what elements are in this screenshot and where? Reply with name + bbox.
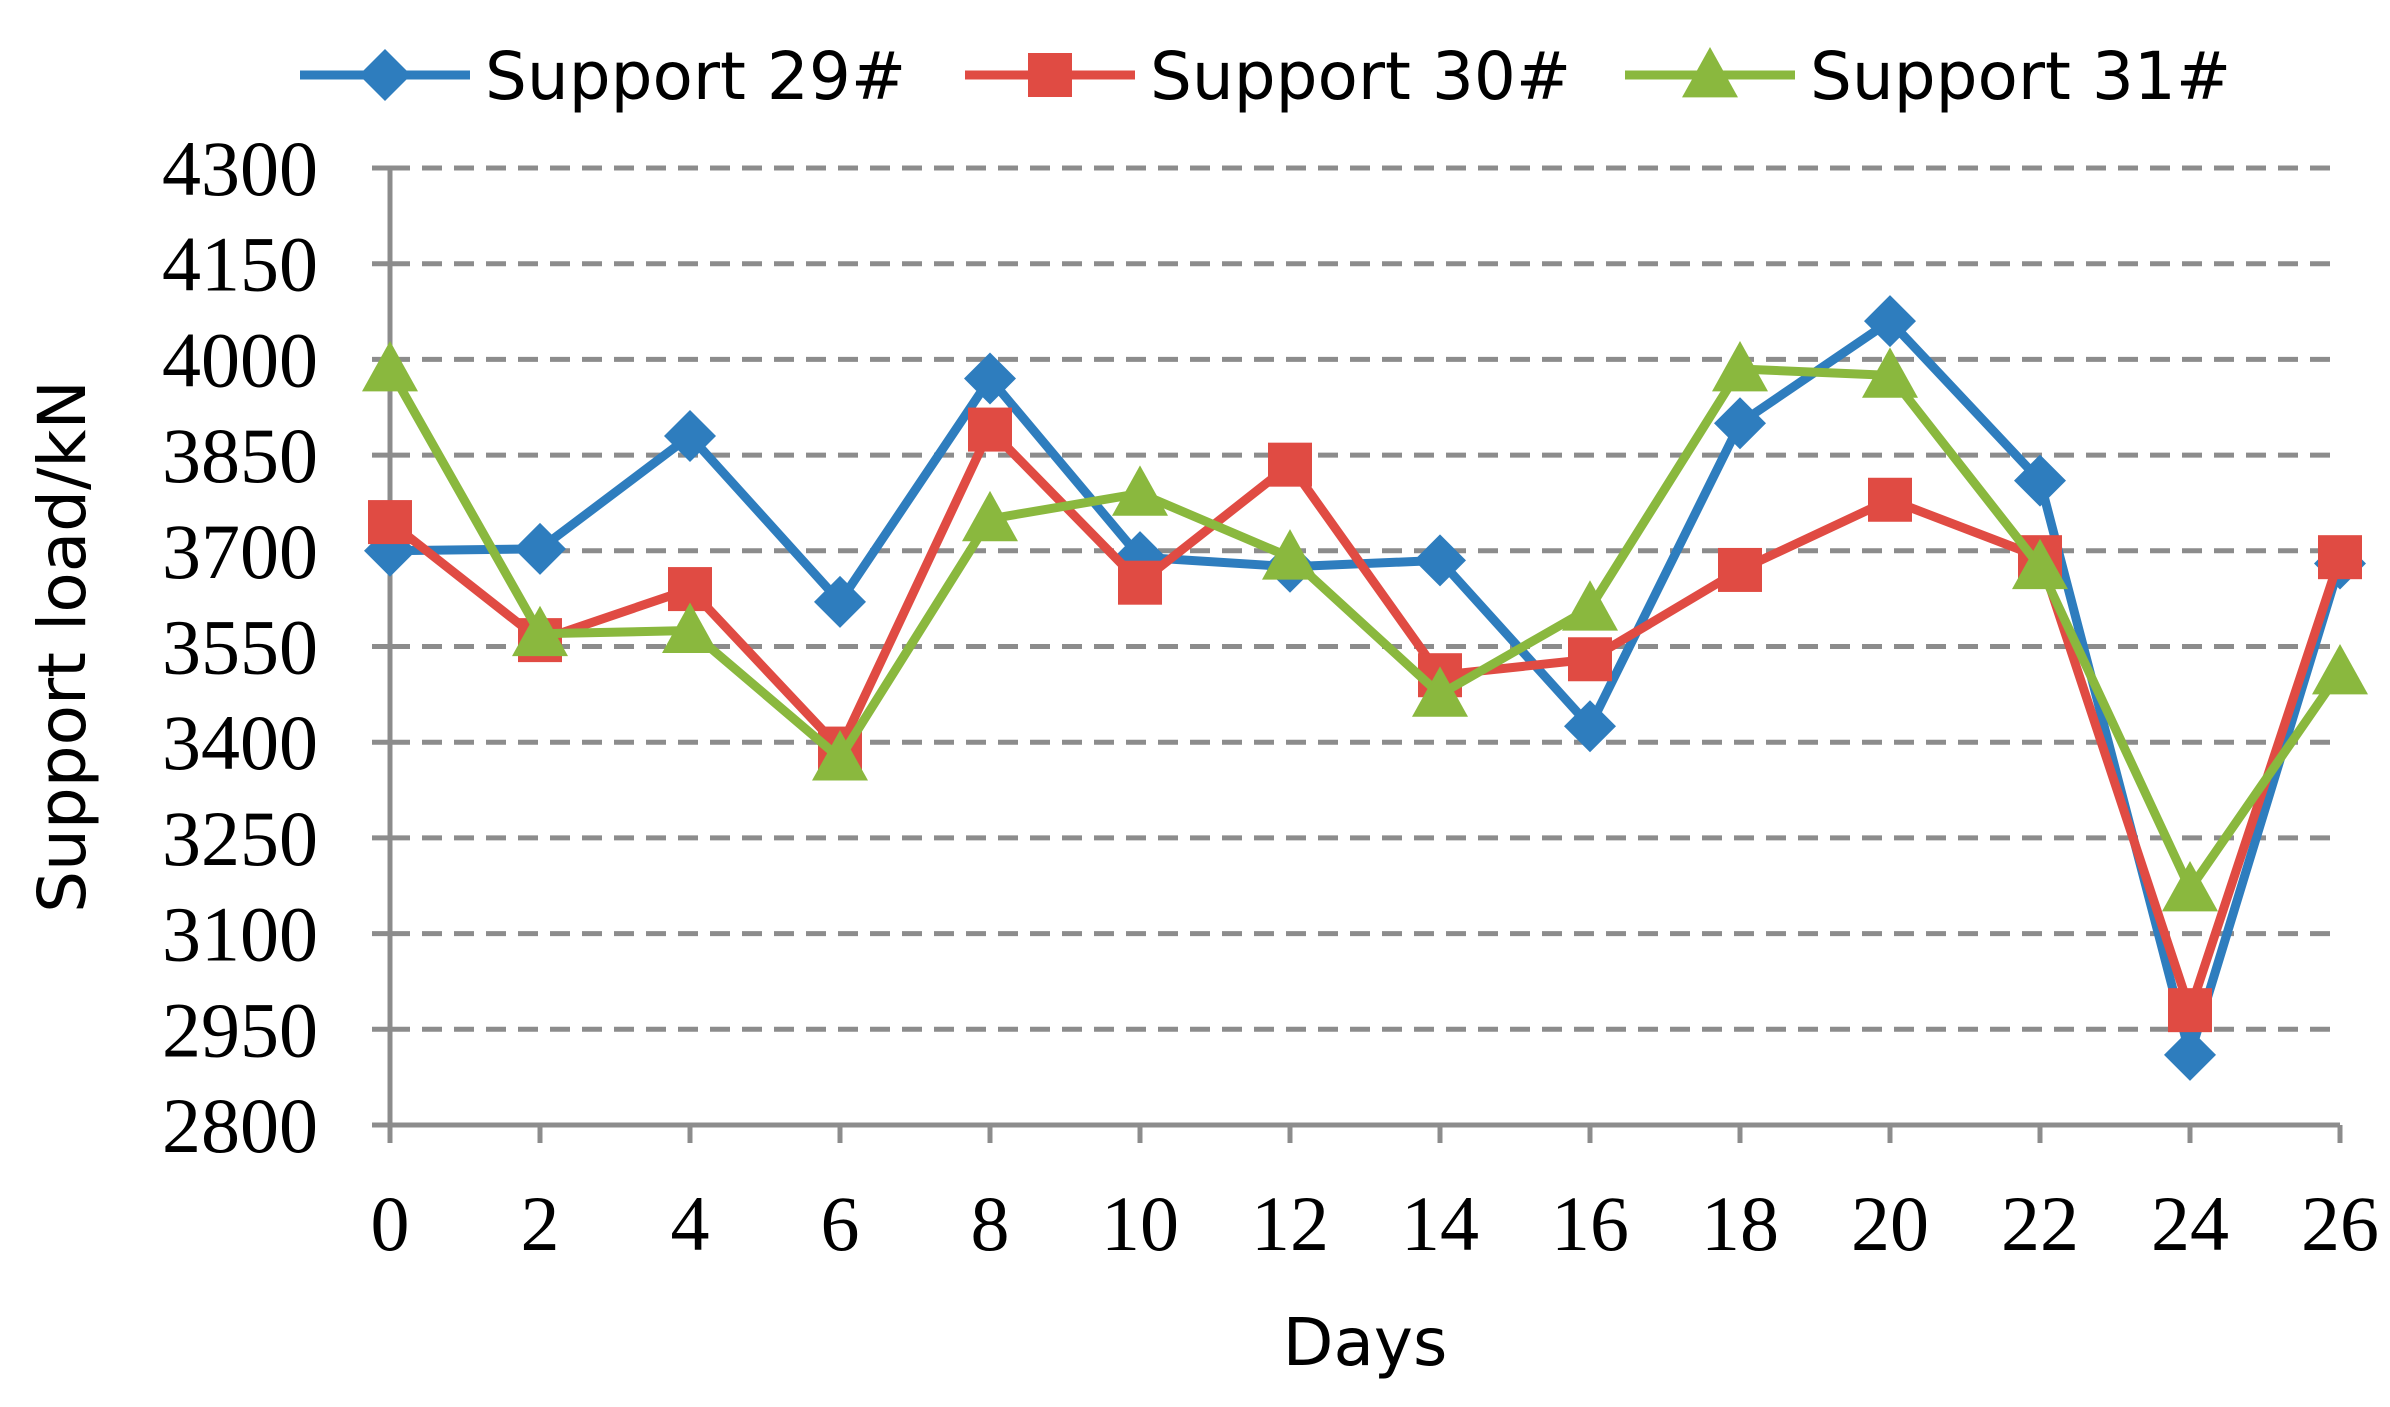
data-point <box>1414 534 1466 587</box>
data-point <box>1868 477 1912 522</box>
series-2 <box>368 407 2362 1033</box>
x-tick-labels: 0 2 4 6 8 10 12 14 16 18 20 22 24 26 <box>371 1125 2379 1267</box>
legend-item-1: Support 29# <box>300 38 906 115</box>
data-point <box>1864 295 1916 348</box>
x-tick-label: 14 <box>1401 1180 1479 1267</box>
data-point <box>1862 347 1918 398</box>
x-tick-label: 0 <box>371 1180 410 1267</box>
data-point <box>368 500 412 545</box>
data-point <box>1118 560 1162 605</box>
x-tick-label: 12 <box>1251 1180 1329 1267</box>
x-tick-label: 6 <box>821 1180 860 1267</box>
data-point <box>1562 580 1618 631</box>
x-tick-label: 20 <box>1851 1180 1929 1267</box>
x-tick-label: 26 <box>2301 1180 2379 1267</box>
y-tick-label: 3700 <box>162 508 318 595</box>
data-point <box>2312 644 2368 695</box>
legend-label: Support 30# <box>1150 38 1571 115</box>
data-point <box>962 490 1018 542</box>
x-tick-label: 24 <box>2151 1180 2229 1267</box>
y-tick-label: 3250 <box>162 795 318 882</box>
data-point <box>1564 700 1616 753</box>
y-tick-label: 3100 <box>162 891 318 978</box>
series-layer <box>362 295 2368 1081</box>
data-point <box>812 730 868 781</box>
data-point <box>1568 637 1612 682</box>
legend-label: Support 29# <box>485 38 906 115</box>
y-axis-title: Support load/kN <box>24 380 101 913</box>
data-point <box>1718 547 1762 592</box>
x-tick-label: 22 <box>2001 1180 2079 1267</box>
data-point <box>1412 666 1468 717</box>
y-tick-label: 2950 <box>162 986 318 1073</box>
x-tick-label: 10 <box>1101 1180 1179 1267</box>
data-point <box>2162 860 2218 912</box>
data-point <box>1268 442 1312 487</box>
data-point <box>1712 340 1768 392</box>
legend-label: Support 31# <box>1810 38 2231 115</box>
series-3 <box>362 340 2368 912</box>
y-tick-label: 4000 <box>162 316 318 403</box>
data-point <box>1112 465 1168 516</box>
y-tick-label: 2800 <box>162 1082 318 1169</box>
x-tick-label: 18 <box>1701 1180 1779 1267</box>
x-axis-title: Days <box>1283 1304 1448 1381</box>
data-point <box>662 602 718 653</box>
y-tick-label: 3400 <box>162 699 318 786</box>
y-tick-label: 3850 <box>162 412 318 499</box>
data-point <box>968 407 1012 452</box>
x-tick-label: 2 <box>521 1180 560 1267</box>
legend-item-3: Support 31# <box>1625 38 2231 115</box>
data-point <box>2012 538 2068 590</box>
data-point <box>664 409 716 462</box>
data-point <box>2318 535 2362 580</box>
series-1 <box>364 295 2366 1081</box>
data-point <box>2168 988 2212 1033</box>
x-tick-label: 4 <box>671 1180 710 1267</box>
data-point <box>362 340 418 392</box>
y-tick-labels: 2800295031003250340035503700385040004150… <box>162 125 390 1169</box>
y-tick-label: 3550 <box>162 604 318 691</box>
data-point <box>1262 529 1318 580</box>
data-point <box>814 575 866 628</box>
data-point <box>2014 454 2066 507</box>
data-point <box>1714 397 1766 450</box>
data-point <box>2164 1028 2216 1081</box>
x-tick-label: 16 <box>1551 1180 1629 1267</box>
series-line <box>387 425 2345 1015</box>
data-point <box>512 605 568 657</box>
x-tick-label: 8 <box>971 1180 1010 1267</box>
data-point <box>964 352 1016 405</box>
data-point <box>514 522 566 575</box>
y-tick-label: 4300 <box>162 125 318 212</box>
legend-marker <box>1682 47 1738 98</box>
legend: Support 29# Support 30# Support 31# <box>300 38 2231 115</box>
legend-marker <box>359 49 411 101</box>
grid-lines <box>390 165 2340 1032</box>
legend-item-2: Support 30# <box>965 38 1571 115</box>
legend-marker <box>1028 53 1072 97</box>
y-tick-label: 4150 <box>162 221 318 308</box>
